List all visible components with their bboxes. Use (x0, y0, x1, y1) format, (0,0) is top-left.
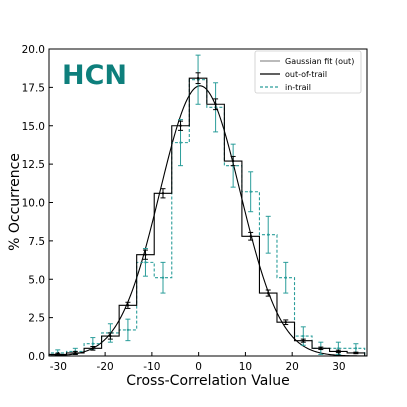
y-tick-label: 20.0 (22, 44, 45, 56)
in-trail-point (126, 328, 130, 332)
out-of-trail-point (337, 350, 340, 353)
axis-ticks: -30 -20 -10 0 10 20 30 0.0 2.5 5.0 7.5 10.0 12.5 15.0… (22, 44, 346, 373)
in-trail-histogram (48, 79, 366, 356)
in-trail-point (179, 141, 182, 144)
y-tick-label: 5.0 (28, 274, 45, 286)
in-trail-point (337, 347, 340, 350)
out-of-trail-point (91, 347, 95, 350)
legend-box (254, 50, 362, 94)
out-of-trail-point (74, 351, 77, 355)
out-of-trail-point (109, 334, 112, 338)
out-of-trail-point (302, 339, 305, 342)
y-tick-label: 2.5 (28, 313, 45, 325)
legend-out-label: out-of-trail (285, 70, 327, 79)
in-trail-point (354, 347, 358, 350)
x-axis-title: Cross-Correlation Value (126, 373, 290, 389)
in-trail-point (249, 190, 252, 193)
out-of-trail-point (179, 124, 182, 127)
y-tick-label: 0.0 (28, 351, 45, 363)
legend-in-label: in-trail (285, 83, 311, 92)
in-trail-point (144, 261, 147, 264)
plot-area (48, 54, 367, 357)
x-tick-label: -10 (143, 361, 160, 373)
out-of-trail-point (249, 235, 252, 238)
out-of-trail-point (231, 159, 235, 163)
plot-frame (48, 48, 368, 357)
y-axis-title: % Occurrence (7, 153, 23, 251)
out-of-trail-point (126, 304, 130, 307)
out-of-trail-point (284, 321, 287, 324)
out-of-trail-point (319, 347, 323, 350)
out-of-trail-point (214, 103, 217, 106)
out-of-trail-point (161, 192, 165, 195)
legend: Gaussian fit (out) out-of-trail in-trail (254, 50, 362, 94)
x-tick-label: 30 (332, 361, 345, 373)
out-of-trail-point (196, 76, 200, 80)
in-trail-point (284, 276, 287, 279)
out-of-trail-point (267, 291, 270, 295)
gaussian-fit-curve (48, 85, 367, 357)
y-tick-label: 12.5 (22, 159, 45, 171)
legend-fit-label: Gaussian fit (out) (285, 57, 354, 66)
y-tick-label: 10.0 (22, 198, 45, 210)
y-tick-label: 15.0 (22, 121, 45, 133)
x-tick-label: 10 (239, 361, 252, 373)
y-tick-label: 17.5 (22, 82, 45, 94)
molecule-label: HCN (62, 60, 127, 91)
out-of-trail-histogram (48, 77, 366, 356)
out-of-trail-point (144, 253, 147, 256)
out-of-trail-point (354, 351, 358, 355)
x-tick-label: 20 (285, 361, 298, 373)
x-tick-label: -30 (50, 361, 67, 373)
in-trail-point (302, 334, 305, 338)
x-tick-label: -20 (97, 361, 114, 373)
in-trail-point (91, 342, 95, 345)
y-tick-label: 7.5 (28, 236, 45, 248)
in-trail-point (267, 233, 270, 236)
in-trail-point (161, 276, 165, 279)
x-tick-label: 0 (195, 361, 202, 373)
